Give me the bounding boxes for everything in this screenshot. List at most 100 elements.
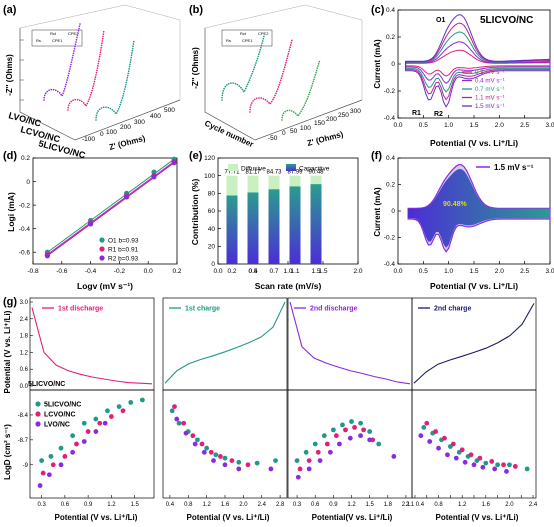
panel-d-frame (32, 157, 178, 265)
x-tick-label: -0.4 (85, 268, 97, 275)
logd-point (483, 460, 489, 466)
y-tick-label: 60 (208, 208, 216, 215)
bar-diffusive (289, 175, 301, 187)
panel-b-curve-1 (221, 35, 265, 101)
panel-e-xlabel: Scan rate (mV/s) (255, 281, 322, 291)
x-tick-label: 0.5 (419, 122, 428, 129)
peak-r2: R2 (434, 111, 443, 118)
logd-point (471, 462, 477, 468)
logd-point (418, 433, 424, 439)
logd-point (459, 447, 465, 453)
x-tick-label: -0.6 (56, 268, 68, 275)
panel-c: (c) 0.0 0.5 1.0 1.5 2.0 2.5 3.0 -0.4 -0.2 0 0.2 0.4… (371, 4, 554, 148)
logd-point (222, 462, 228, 468)
g-top-y-tick-label: 2.4 (20, 317, 29, 323)
panel-a-xtick: -100 (82, 136, 95, 143)
logd-point (315, 449, 321, 455)
logd-point (327, 449, 333, 455)
bar-data-label: 90.48 (308, 170, 324, 176)
panel-f-plot (407, 163, 551, 253)
y-tick-label: 0.4 (386, 7, 395, 14)
y-tick-label: 0.4 (386, 155, 395, 162)
g-x-tick-label: 2.0 (239, 502, 248, 508)
logd-point (273, 458, 278, 464)
logd-point (391, 454, 397, 459)
legend-marker (35, 421, 41, 427)
capacitive-area (408, 169, 550, 248)
logd-point (172, 404, 177, 410)
logd-point (108, 414, 114, 419)
x-tick-label: 1.5 (469, 268, 478, 275)
logd-point (181, 420, 187, 426)
legend-marker (35, 401, 41, 407)
x-tick-label: 3.0 (545, 268, 554, 275)
g-title: 2nd charge (434, 306, 471, 313)
logd-point (349, 419, 354, 424)
g-bottom-y-tick-label: -8.7 (18, 438, 29, 444)
y-tick-label: 0 (211, 261, 215, 268)
legend-label: 1.1 mV s⁻¹ (475, 95, 505, 102)
x-tick-label: 1.0 (283, 268, 292, 275)
panel-b-xtick: 50 (290, 128, 298, 135)
panel-c-curves (405, 14, 551, 108)
g-top-y-tick-label: 1.2 (20, 350, 29, 356)
panel-b-xticks: -50 0 50 100 150 200 250 300 (268, 108, 361, 142)
bar-capacitive (289, 186, 301, 264)
circuit-rs: Rs (36, 38, 41, 43)
x-tick-label: 1.0 (444, 122, 453, 129)
g-top-y-tick-label: 1.8 (20, 334, 29, 340)
g-title: 1st charge (185, 306, 220, 313)
g-top-y-tick-label: 0.6 (20, 367, 29, 373)
panel-c-legend: 0.2 mV s⁻¹ 0.4 mV s⁻¹0.7 mV s⁻¹ 1.1 mV s⁻¹… (462, 69, 505, 110)
logd-point (367, 429, 373, 434)
panel-a-circuit: Rs Rct CPE1 CPE2 (31, 29, 83, 47)
panel-b-ylabel: Cycle number (203, 119, 255, 150)
panel-c-label: (c) (371, 4, 385, 16)
y-tick-label: 20 (208, 244, 216, 251)
panel-g-top-ylabel: Potential (V vs. Li⁺/Li) (3, 310, 12, 393)
logd-point (524, 466, 530, 472)
panel-a-curve-5licvo (95, 39, 135, 121)
logd-point (169, 408, 175, 414)
g-x-tick-label: 1.5 (130, 502, 139, 508)
g-title: 1st discharge (58, 306, 103, 313)
x-tick-label: 0.5 (248, 268, 257, 275)
panel-a-xtick: 500 (164, 107, 175, 114)
panel-a-curve-lcvo (67, 29, 105, 111)
panel-b-xtick: -50 (268, 135, 278, 142)
logd-point (312, 441, 318, 447)
logd-point (295, 474, 301, 480)
logd-point (58, 445, 64, 451)
bar-diffusive (226, 175, 238, 196)
g-bottom-frame (287, 389, 413, 499)
legend-label: 5LICVO/NC (44, 402, 81, 409)
panel-g-xlabel-1: Potential (V vs. Li⁺/Li) (55, 513, 138, 522)
g-title: 2nd discharge (310, 306, 358, 313)
panel-g-bottom-ylabel: LogD (cm² s⁻¹) (3, 424, 12, 480)
panel-a-z-ticks (20, 39, 24, 101)
panel-a-back-edge-2 (124, 4, 181, 21)
panel-b-back-edge (204, 4, 306, 29)
logd-point (222, 455, 228, 461)
panel-e-legend: Diffusive Capacitive (228, 164, 330, 173)
panel-a-xticks: -100 0 100 200 300 400 500 (82, 107, 175, 143)
bar-data-label: 87.99 (287, 170, 303, 176)
logd-point (376, 441, 382, 447)
logd-point (358, 420, 363, 426)
legend-marker (35, 411, 41, 417)
logd-point (433, 429, 439, 434)
logd-point (128, 400, 134, 405)
legend-label: LCVO/NC (44, 412, 76, 419)
logd-point (46, 472, 52, 478)
legend-label: 0.7 mV s⁻¹ (475, 86, 505, 93)
logd-point (236, 466, 242, 472)
panel-f-percent: 90.48% (443, 201, 468, 208)
legend-label: R2 b=0.93 (108, 255, 139, 262)
g-x-tick-label: 0.3 (293, 502, 302, 508)
panel-f-legend: 1.5 mV s⁻¹ (494, 163, 534, 172)
x-tick-label: 2.0 (353, 268, 362, 275)
g-top-y-tick-label: 3.0 (20, 300, 29, 306)
logd-point (81, 420, 87, 426)
panel-c-frame (397, 9, 551, 119)
g-x-tick-label: 1.6 (221, 502, 230, 508)
